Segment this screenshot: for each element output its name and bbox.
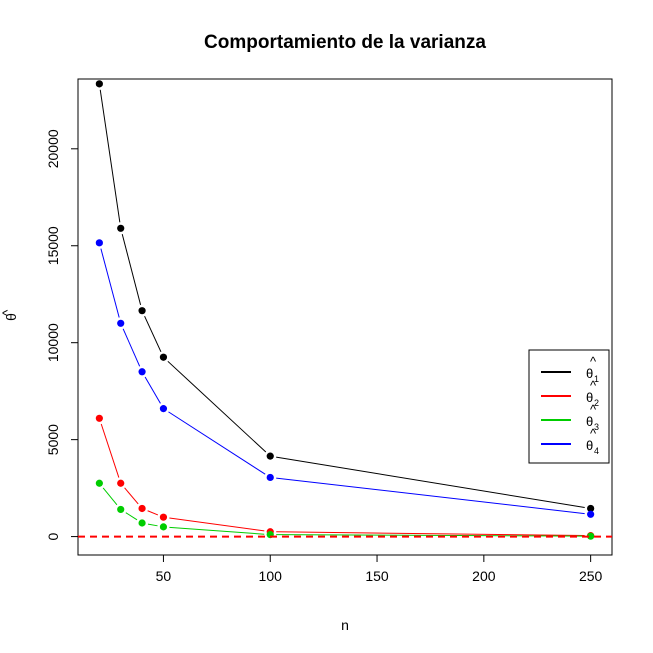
legend: ^θ 1^θ 2^θ 3^θ 4 [528,349,610,464]
y-tick-label: 15000 [45,226,61,265]
series-2-point [138,504,146,513]
series-2-segment [169,517,265,532]
legend-label: θ [586,366,593,381]
legend-accent: ^ [590,426,597,441]
series-3-segment [125,512,138,521]
series-3-point [138,519,146,527]
legend-item-1: ^θ 1 [541,354,599,384]
series-3-point [159,523,168,531]
y-tick-label: 5000 [45,424,61,455]
y-tick-label: 20000 [45,129,61,168]
legend-item-4: ^θ 4 [541,426,599,456]
series-3-segment [102,487,118,506]
series-2-segment [100,423,120,478]
series-4-segment [122,328,141,367]
series-2-segment [147,510,159,516]
legend-label: θ [586,390,593,405]
chart-title: Comportamiento de la varianza [204,32,486,53]
series-1-point [159,353,168,361]
series-4-point [95,239,103,247]
x-tick-label: 50 [156,568,172,584]
series-1-point [587,504,595,513]
x-axis-label: n [341,617,349,633]
y-axis-label-text: θ [3,313,19,321]
y-axis-label: ^ θ [0,309,19,321]
series-1-point [138,307,146,315]
series-2-segment [124,487,139,505]
series-4-segment [168,411,266,475]
series-2 [95,414,595,540]
legend-subscript: 3 [594,422,599,432]
x-tick-label: 200 [472,568,496,584]
series-4-point [138,368,146,376]
series-3-segment [147,523,158,527]
series-1-segment [121,233,142,306]
plot-frame [77,78,613,556]
x-axis: 50 100 150 200 250 [156,554,603,584]
x-tick-label: 100 [259,568,283,584]
series-2-point [95,414,103,422]
x-tick-label: 250 [579,568,603,584]
series-4-point [587,510,595,518]
legend-accent: ^ [590,354,597,369]
legend-subscript: 4 [594,446,599,456]
legend-label: θ [586,414,593,429]
x-tick-label: 150 [365,568,389,584]
series-4-point [266,473,274,482]
series-1-segment [99,89,121,223]
series-1-point [266,452,274,460]
series-3-point [117,505,125,514]
series-1-point [117,224,125,232]
y-axis: 0 5000 10000 15000 20000 [45,129,79,540]
series-3-point [587,532,595,540]
series-3-segment [276,534,585,537]
series-1-segment [276,456,585,508]
series-2-segment [276,531,585,537]
y-axis-label-accent: ^ [0,309,15,316]
series-4-point [117,319,125,327]
legend-item-3: ^θ 3 [541,402,599,432]
series-3 [95,479,595,540]
y-tick-label: 10000 [45,323,61,362]
legend-accent: ^ [590,378,597,393]
series-layer [95,80,595,540]
series-1-segment [167,360,267,453]
series-3-segment [169,526,265,535]
series-4 [95,239,595,518]
y-tick-label: 0 [45,532,61,540]
legend-accent: ^ [590,402,597,417]
legend-label: θ [586,438,593,453]
legend-item-2: ^θ 2 [541,378,599,408]
series-2-point [159,513,168,521]
series-4-point [159,405,168,413]
legend-subscript: 2 [594,398,599,408]
series-1 [95,80,595,513]
series-4-segment [276,477,585,515]
series-1-segment [144,315,162,352]
series-1-point [95,80,103,88]
legend-subscript: 1 [594,374,599,384]
series-4-segment [100,248,120,318]
series-3-point [95,479,103,487]
series-4-segment [144,376,161,404]
series-2-point [117,479,125,487]
